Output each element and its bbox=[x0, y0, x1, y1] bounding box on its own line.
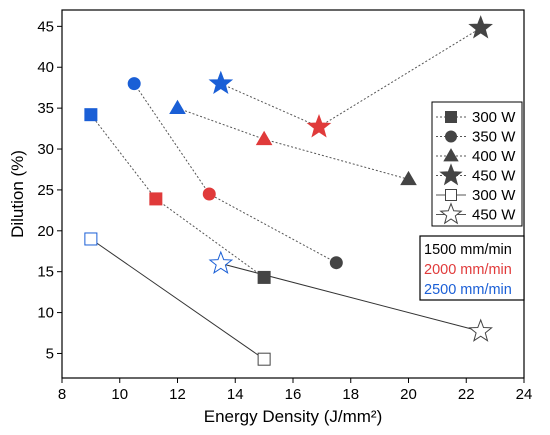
speed-legend-label: 2500 mm/min bbox=[424, 282, 512, 298]
x-tick-label: 8 bbox=[58, 386, 66, 403]
speed-legend-label: 1500 mm/min bbox=[424, 242, 512, 258]
legend-label: 300 W bbox=[472, 109, 516, 126]
y-tick-label: 35 bbox=[37, 100, 54, 117]
legend-marker bbox=[445, 130, 457, 143]
series-markers bbox=[84, 15, 493, 366]
y-tick-label: 5 bbox=[46, 345, 54, 362]
legend-label: 450 W bbox=[472, 207, 516, 224]
x-tick-label: 22 bbox=[458, 386, 475, 403]
power-legend: 300 W 350 W 400 W 450 W 300 W 450 W bbox=[431, 101, 523, 227]
data-point bbox=[257, 270, 271, 284]
y-axis-ticks: 5 10 15 20 25 30 35 40 45 bbox=[37, 18, 62, 362]
x-tick-label: 10 bbox=[111, 386, 128, 403]
data-point bbox=[84, 108, 98, 122]
speed-legend-box bbox=[419, 235, 525, 301]
series-line bbox=[177, 107, 409, 180]
y-tick-label: 45 bbox=[37, 18, 54, 35]
data-point bbox=[329, 256, 343, 270]
y-tick-label: 40 bbox=[37, 59, 54, 76]
data-point bbox=[202, 187, 216, 201]
data-point bbox=[306, 113, 332, 138]
data-point bbox=[468, 318, 493, 342]
y-tick-label: 10 bbox=[37, 305, 54, 322]
speed-legend-label: 2000 mm/min bbox=[424, 262, 512, 278]
y-tick-label: 25 bbox=[37, 182, 54, 199]
data-point bbox=[255, 130, 273, 146]
data-point bbox=[468, 15, 493, 39]
data-point bbox=[208, 250, 234, 274]
x-tick-label: 14 bbox=[227, 386, 244, 403]
legend-marker bbox=[439, 202, 463, 225]
data-point bbox=[84, 232, 98, 246]
x-axis-label: Energy Density (J/mm²) bbox=[204, 407, 383, 426]
data-point bbox=[257, 352, 271, 366]
legend-marker bbox=[439, 163, 463, 186]
y-tick-label: 15 bbox=[37, 264, 54, 281]
data-point bbox=[149, 192, 163, 206]
series-line bbox=[220, 27, 481, 128]
y-axis-label: Dilution (%) bbox=[8, 150, 27, 238]
y-tick-label: 30 bbox=[37, 141, 54, 158]
data-point bbox=[208, 70, 234, 95]
legend-marker bbox=[445, 111, 457, 123]
x-axis-ticks: 8 10 12 14 16 18 20 22 24 bbox=[58, 378, 533, 403]
series-line bbox=[90, 114, 265, 278]
x-tick-label: 16 bbox=[285, 386, 302, 403]
legend-label: 450 W bbox=[472, 168, 516, 185]
data-point bbox=[169, 99, 186, 114]
data-point bbox=[400, 170, 417, 186]
speed-legend: 1500 mm/min 2000 mm/min 2500 mm/min bbox=[419, 235, 525, 301]
x-tick-label: 24 bbox=[516, 386, 533, 403]
x-tick-label: 12 bbox=[169, 386, 186, 403]
legend-marker bbox=[445, 189, 457, 201]
legend-label: 400 W bbox=[472, 148, 516, 165]
x-tick-label: 18 bbox=[342, 386, 359, 403]
y-tick-label: 20 bbox=[37, 223, 54, 240]
legend-label: 300 W bbox=[472, 187, 516, 204]
legend-label: 350 W bbox=[472, 129, 516, 146]
x-tick-label: 20 bbox=[400, 386, 417, 403]
series-line bbox=[90, 238, 265, 360]
data-point bbox=[127, 77, 141, 91]
legend-marker bbox=[443, 148, 459, 162]
series-line bbox=[133, 83, 337, 264]
